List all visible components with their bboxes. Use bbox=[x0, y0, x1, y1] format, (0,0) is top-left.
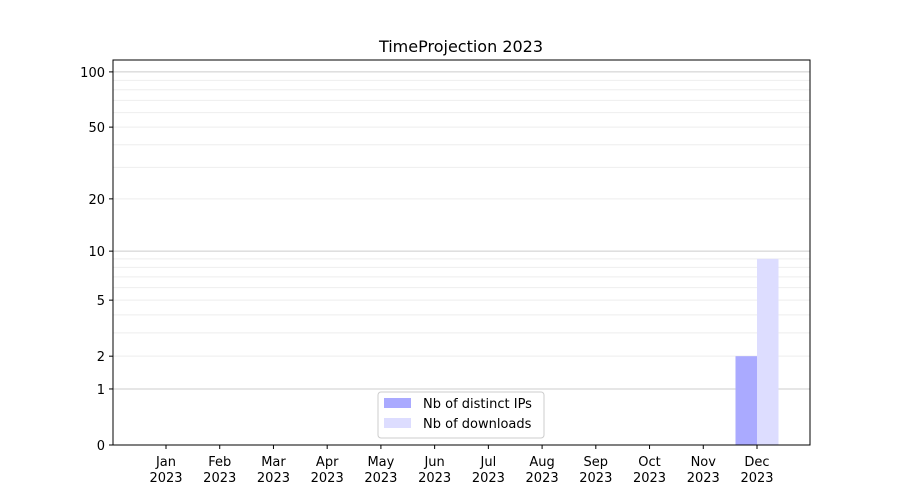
x-tick-label: 2023 bbox=[526, 471, 559, 486]
x-tick-label: Jun bbox=[423, 455, 444, 470]
legend: Nb of distinct IPs Nb of downloads bbox=[377, 391, 545, 439]
legend-label: Nb of distinct IPs bbox=[423, 397, 532, 412]
y-tick-label: 10 bbox=[88, 245, 105, 260]
y-tick-label: 5 bbox=[97, 294, 105, 309]
x-tick-label: 2023 bbox=[257, 471, 290, 486]
x-tick-label: 2023 bbox=[472, 471, 505, 486]
bar-nb-of-distinct-ips bbox=[735, 356, 757, 445]
y-tick-label: 100 bbox=[80, 66, 105, 81]
x-tick-label: Jan bbox=[155, 455, 176, 470]
x-tick-label: 2023 bbox=[579, 471, 612, 486]
x-tick-label: Nov bbox=[691, 455, 717, 470]
x-tick-label: 2023 bbox=[418, 471, 451, 486]
legend-box bbox=[377, 391, 545, 439]
y-tick-label: 20 bbox=[88, 193, 105, 208]
bar-nb-of-downloads bbox=[757, 258, 779, 445]
x-tick-label: 2023 bbox=[364, 471, 397, 486]
legend-swatch bbox=[384, 398, 411, 408]
x-tick-label: Aug bbox=[529, 455, 554, 470]
x-tick-label: 2023 bbox=[149, 471, 182, 486]
x-tick-label: Feb bbox=[208, 455, 231, 470]
y-tick-label: 1 bbox=[97, 383, 105, 398]
x-tick-label: May bbox=[367, 455, 394, 470]
x-tick-label: Sep bbox=[584, 455, 609, 470]
x-tick-label: Apr bbox=[316, 455, 339, 470]
plot-frame bbox=[112, 59, 811, 446]
x-tick-label: Oct bbox=[638, 455, 660, 470]
legend-swatch bbox=[384, 418, 411, 428]
legend-label: Nb of downloads bbox=[423, 417, 532, 432]
y-tick-label: 50 bbox=[88, 121, 105, 136]
x-tick-label: 2023 bbox=[203, 471, 236, 486]
y-tick-label: 2 bbox=[97, 350, 105, 365]
chart-title: TimeProjection 2023 bbox=[378, 37, 543, 56]
x-tick-label: 2023 bbox=[311, 471, 344, 486]
x-tick-label: Mar bbox=[261, 455, 286, 470]
y-tick-label: 0 bbox=[97, 439, 105, 454]
x-tick-label: Dec bbox=[744, 455, 769, 470]
x-tick-label: Jul bbox=[480, 455, 497, 470]
x-tick-label: 2023 bbox=[633, 471, 666, 486]
x-tick-label: 2023 bbox=[687, 471, 720, 486]
x-tick-label: 2023 bbox=[740, 471, 773, 486]
